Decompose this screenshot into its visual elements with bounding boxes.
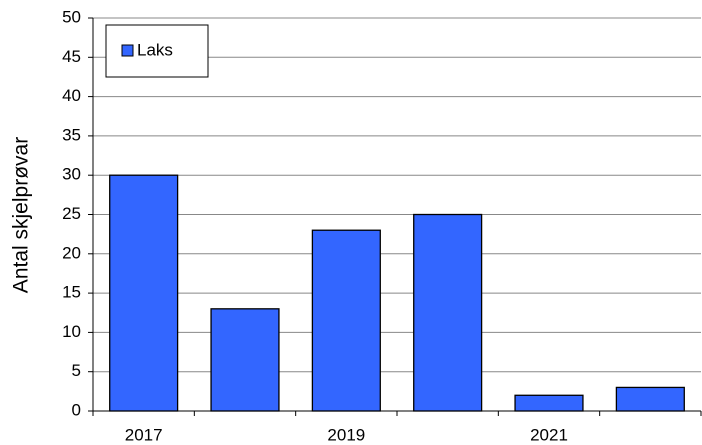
legend-swatch xyxy=(121,44,134,57)
y-tick-label: 20 xyxy=(62,243,81,262)
y-tick-label: 25 xyxy=(62,204,81,223)
legend-label: Laks xyxy=(137,40,173,59)
x-tick-label: 2019 xyxy=(327,425,365,444)
y-tick-label: 45 xyxy=(62,47,81,66)
bar xyxy=(109,174,179,412)
y-tick-label: 35 xyxy=(62,125,81,144)
bar xyxy=(311,229,381,412)
y-tick-label: 40 xyxy=(62,86,81,105)
bar xyxy=(413,213,483,412)
y-tick-label: 50 xyxy=(62,7,81,26)
x-tick-label: 2021 xyxy=(530,425,568,444)
y-tick-label: 15 xyxy=(62,283,81,302)
bar xyxy=(210,308,280,412)
y-tick-label: 5 xyxy=(72,361,81,380)
y-tick-label: 10 xyxy=(62,322,81,341)
bar xyxy=(514,394,584,412)
y-tick-label: 0 xyxy=(72,400,81,419)
x-tick-label: 2017 xyxy=(125,425,163,444)
y-tick-label: 30 xyxy=(62,165,81,184)
bar xyxy=(615,386,685,412)
y-axis-label: Antal skjelprøvar xyxy=(10,137,33,293)
